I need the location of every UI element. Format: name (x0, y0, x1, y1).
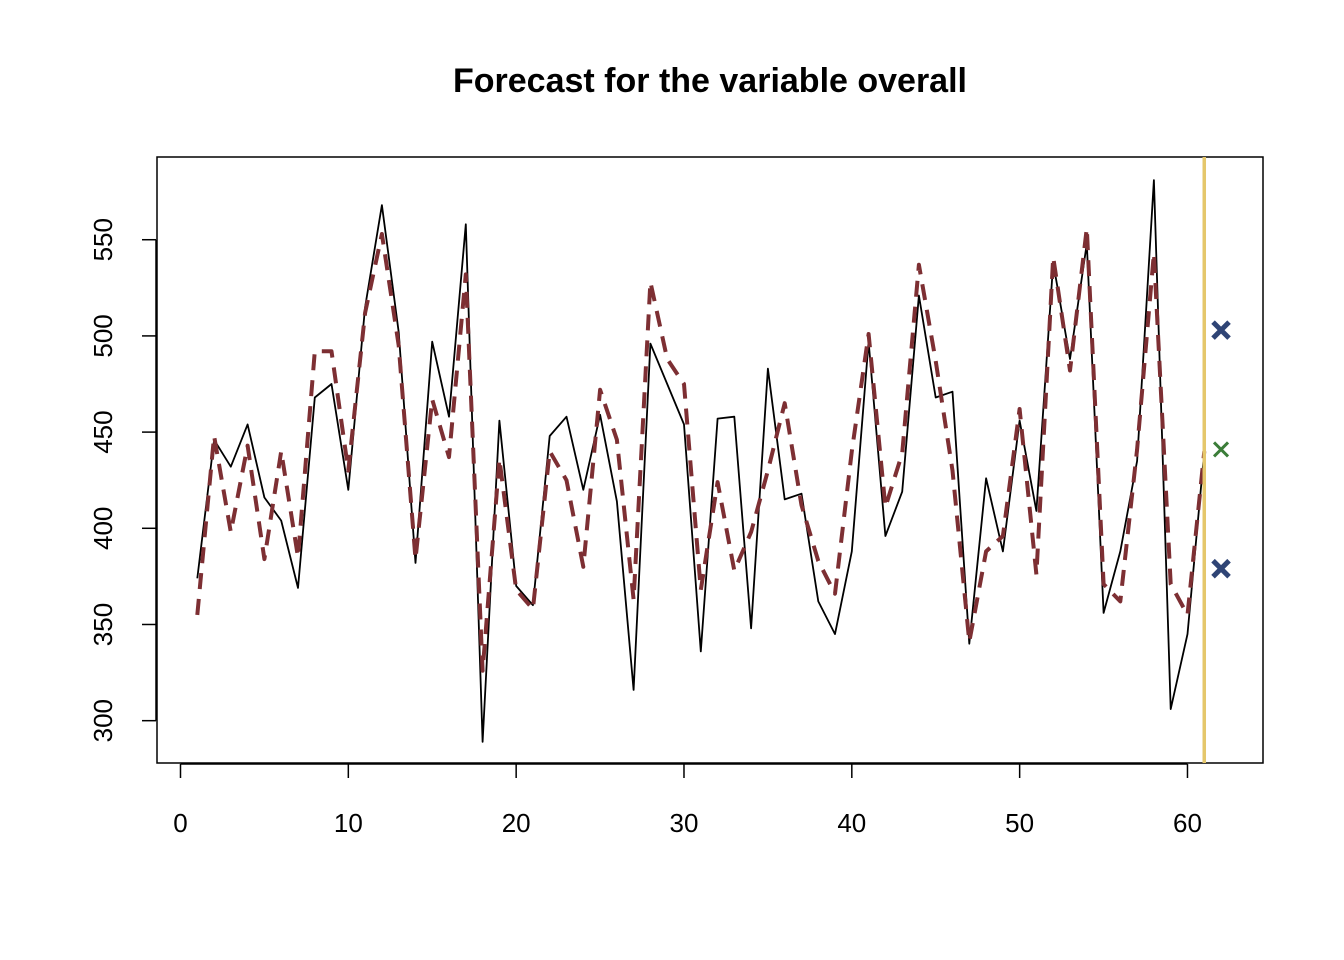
y-tick-label: 450 (88, 410, 118, 453)
x-axis: 0 10 20 30 40 50 60 (173, 763, 1202, 838)
x-tick-label: 30 (670, 808, 699, 838)
x-tick-label: 0 (173, 808, 187, 838)
plot-area (195, 157, 1231, 763)
chart-title: Forecast for the variable overall (453, 62, 967, 100)
plot-frame (156, 156, 1264, 764)
upper-bound-marker (1211, 320, 1231, 340)
x-tick-label: 40 (837, 808, 866, 838)
y-tick-label: 350 (88, 603, 118, 646)
y-axis: 300 350 400 450 500 550 (88, 218, 157, 742)
y-tick-label: 500 (88, 314, 118, 357)
y-tick-label: 550 (88, 218, 118, 261)
point-forecast-marker (1212, 441, 1230, 458)
fitted-series-line (195, 226, 1207, 673)
lower-bound-marker (1211, 558, 1231, 579)
x-tick-label: 20 (502, 808, 531, 838)
x-tick-label: 60 (1173, 808, 1202, 838)
y-tick-label: 400 (88, 507, 118, 550)
x-tick-label: 50 (1005, 808, 1034, 838)
x-tick-label: 10 (334, 808, 363, 838)
y-tick-label: 300 (88, 699, 118, 742)
